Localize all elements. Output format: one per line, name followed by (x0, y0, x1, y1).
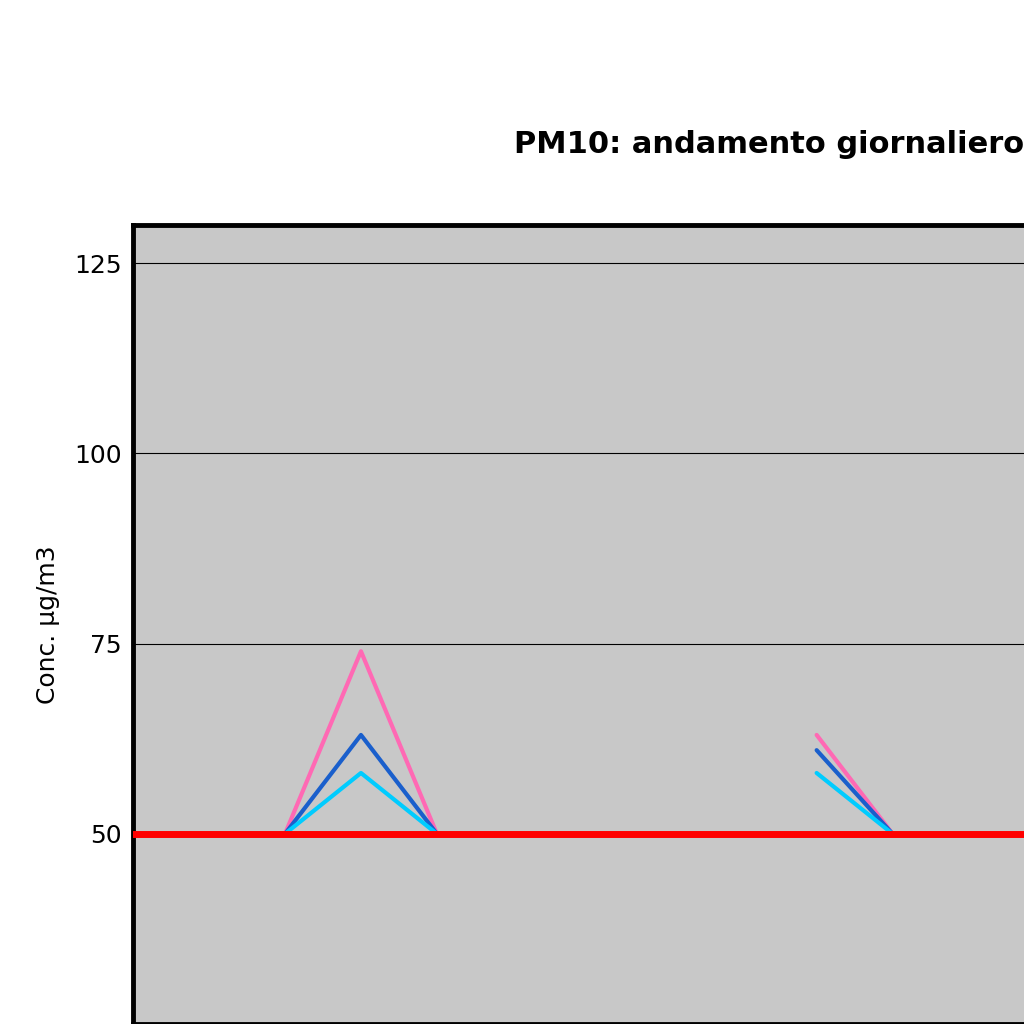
Text: PM10: andamento giornaliero: PM10: andamento giornaliero (514, 130, 1024, 159)
Y-axis label: Conc. µg/m3: Conc. µg/m3 (37, 546, 60, 703)
